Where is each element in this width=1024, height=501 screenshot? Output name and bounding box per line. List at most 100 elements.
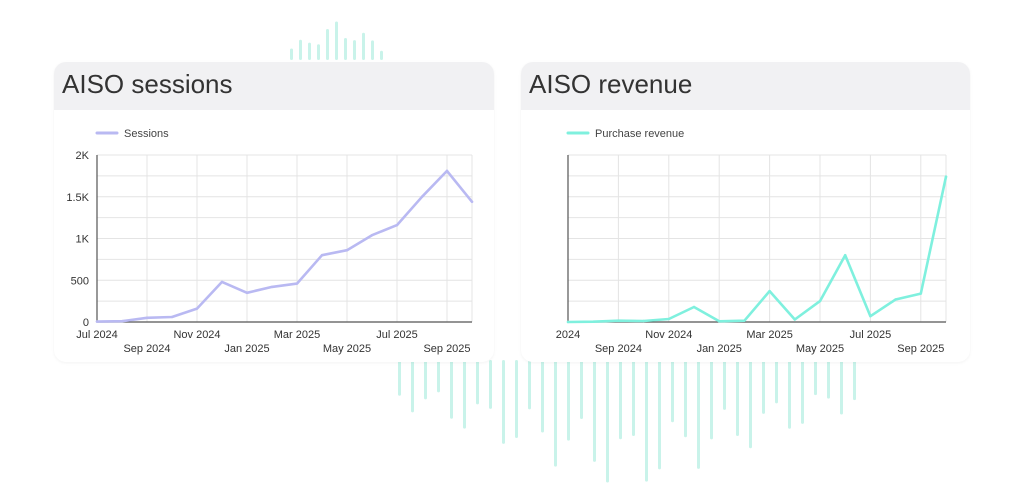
data-point: [944, 175, 948, 178]
data-point: [743, 319, 746, 322]
decor-bar: [424, 360, 427, 400]
data-point: [718, 320, 721, 323]
data-point: [220, 280, 224, 284]
decor-bar: [541, 360, 544, 433]
data-point: [566, 320, 570, 324]
y-tick-label: 1.5K: [66, 192, 89, 204]
decor-bar: [554, 360, 557, 467]
decor-bar: [476, 360, 479, 405]
decor-bar: [515, 360, 518, 439]
data-point: [818, 299, 822, 303]
x-tick-label: May 2025: [323, 343, 371, 355]
decor-bar: [567, 360, 570, 441]
decor-bar: [749, 360, 752, 449]
revenue-chart-card: AISO revenue Purchase revenue 2024 Sep 202…: [521, 62, 970, 362]
decor-bar: [317, 44, 320, 60]
revenue-card-header: AISO revenue: [521, 62, 970, 110]
legend-label: Sessions: [124, 128, 169, 140]
decor-bar: [335, 21, 338, 60]
data-point: [420, 195, 424, 198]
decor-bar: [645, 360, 648, 482]
decor-bar: [398, 360, 401, 396]
y-tick-label: 2K: [76, 150, 90, 162]
legend-label: Purchase revenue: [595, 128, 684, 140]
x-tick-label: Mar 2025: [746, 329, 792, 341]
data-point: [617, 319, 620, 322]
decor-bar: [619, 360, 622, 440]
data-point: [320, 254, 324, 257]
data-point: [793, 318, 796, 321]
data-point: [667, 317, 670, 321]
decor-bar: [463, 360, 466, 429]
x-tick-label: Sep 2024: [123, 343, 170, 355]
data-point: [370, 233, 374, 237]
x-tick-label: Jul 2025: [850, 329, 892, 341]
x-tick-label: Jan 2025: [697, 343, 742, 355]
series-line: [95, 169, 474, 323]
decor-bar: [671, 360, 674, 423]
data-point: [345, 248, 349, 252]
x-tick-label: Mar 2025: [274, 329, 320, 341]
x-tick-label: Nov 2024: [173, 329, 220, 341]
decor-bar: [308, 42, 311, 60]
data-point: [145, 316, 149, 320]
decor-bar: [326, 28, 329, 60]
decor-bar: [632, 360, 635, 437]
decor-bar: [775, 360, 778, 404]
data-point: [245, 291, 249, 294]
decor-bar: [606, 360, 609, 483]
decor-bar: [371, 40, 374, 60]
decor-bar: [528, 360, 531, 410]
decor-bars: [290, 21, 856, 483]
data-point: [120, 319, 124, 323]
decor-bar: [450, 360, 453, 419]
sessions-chart-title: AISO sessions: [62, 69, 233, 99]
y-tick-label: 500: [71, 275, 89, 287]
x-tick-label: Jul 2024: [76, 329, 118, 341]
data-point: [692, 305, 696, 309]
data-point: [445, 169, 449, 173]
decor-bar: [710, 360, 713, 440]
x-tick-label: Jul 2025: [376, 329, 418, 341]
x-tick-label: 2024: [556, 329, 580, 341]
x-tick-label: Sep 2024: [595, 343, 642, 355]
x-tick-label: Jan 2025: [224, 343, 269, 355]
data-point: [170, 315, 174, 319]
decor-bar: [353, 40, 356, 60]
y-tick-label: 1K: [76, 234, 90, 246]
data-point: [95, 320, 99, 323]
revenue-chart-title: AISO revenue: [529, 69, 693, 99]
decor-bar: [762, 360, 765, 414]
decor-bar: [411, 360, 414, 413]
decor-bar: [697, 360, 700, 469]
data-point: [894, 298, 897, 301]
decor-bar: [788, 360, 791, 429]
decor-bar: [502, 360, 505, 444]
data-point: [869, 314, 872, 318]
x-tick-label: Sep 2025: [897, 343, 944, 355]
decor-bar: [684, 360, 687, 438]
decor-bar: [853, 360, 856, 401]
decor-bar: [593, 360, 596, 462]
x-tick-label: Sep 2025: [423, 343, 470, 355]
sessions-card-header: AISO sessions: [54, 62, 494, 110]
data-point: [270, 285, 274, 289]
decor-bar: [580, 360, 583, 420]
data-point: [844, 254, 847, 257]
decor-bar: [827, 360, 830, 399]
decor-bar: [437, 360, 440, 393]
series-line: [566, 175, 948, 324]
data-point: [395, 223, 399, 227]
data-point: [768, 289, 771, 293]
data-point: [919, 292, 922, 295]
decor-bar: [489, 360, 492, 409]
data-point: [470, 200, 474, 203]
data-point: [295, 282, 299, 285]
decor-bar: [344, 37, 347, 60]
decor-bar: [814, 360, 817, 396]
decor-bar: [290, 48, 293, 60]
revenue-chart-area: Purchase revenue 2024 Sep 2024 Nov 2024 Jan …: [521, 110, 970, 362]
x-tick-label: May 2025: [796, 343, 844, 355]
